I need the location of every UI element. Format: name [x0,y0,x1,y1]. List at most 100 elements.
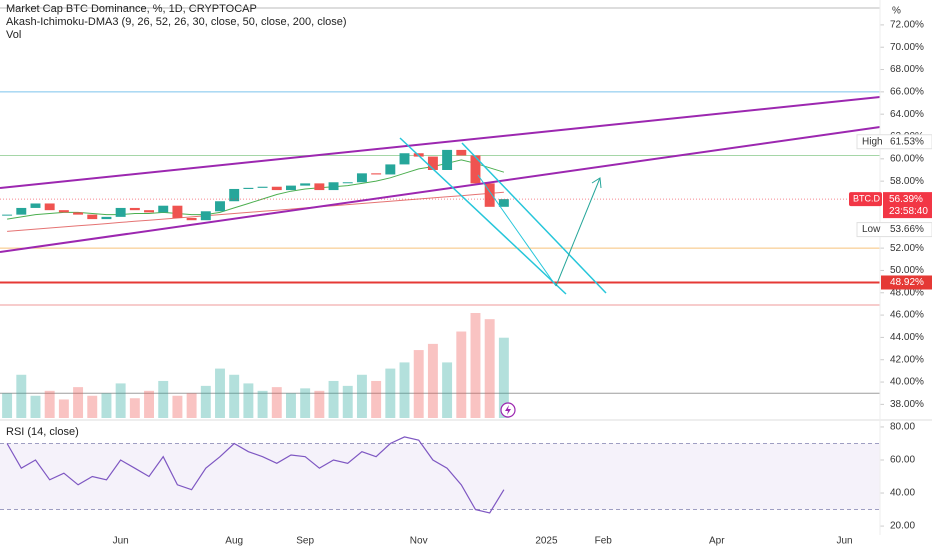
volume-bar [16,374,27,418]
candle [73,212,84,215]
candle [101,216,112,220]
volume-bar [158,380,169,418]
countdown: 23:58:40 [889,206,928,217]
candle [215,201,225,212]
candle [16,207,27,215]
y-tick-label: 20.00 [890,521,915,532]
volume-bar [328,380,339,418]
volume-bar [2,393,13,418]
high-value: 61.53% [890,136,924,147]
candle [300,183,311,186]
y-tick-label: 80.00 [890,422,915,433]
high-label-bg [856,134,932,150]
candle [385,164,396,175]
candle [115,207,126,217]
candle [356,173,367,183]
arrow-head [591,177,602,189]
low-value: 53.66% [890,224,924,235]
volume-bar [87,395,98,418]
volume-bar [172,395,183,418]
candle [484,183,495,207]
volume-bar [144,390,154,418]
x-tick-label: Feb [595,536,613,547]
volume-bar [44,390,55,418]
indicator-title: Akash-Ichimoku-DMA3 (9, 26, 52, 26, 30, … [6,16,347,28]
candle [442,149,453,170]
candle [314,183,325,191]
plot-layer [0,24,884,527]
high-label: High [862,136,883,147]
volume-bar [470,313,481,418]
volume-bar [271,387,282,418]
y-tick-label: 44.00% [890,332,924,343]
volume-title: Vol [6,29,21,41]
volume-bar [101,393,112,418]
low-label: Low [862,224,881,235]
y-tick-label: 52.00% [890,243,924,254]
candle [371,173,382,175]
candle [144,210,154,213]
candle [2,214,13,216]
x-tick-label: Sep [296,536,314,547]
volume-bar [413,350,424,418]
volume-bar [342,385,353,418]
y-tick-label: 72.00% [890,20,924,31]
volume-bar [215,368,225,418]
candle [87,214,98,220]
volume-bar [73,387,84,418]
volume-bar [371,380,382,418]
event-icon-bolt [505,405,511,415]
level-label-bg [881,275,932,290]
candle [129,207,140,211]
volume-bar [58,399,69,418]
volume-bar [399,362,410,418]
volume-bar [200,385,211,418]
volume-bar [243,383,254,418]
candle [257,186,268,188]
volume-bar [257,390,268,418]
volume-bar [314,390,325,418]
y-tick-label: 38.00% [890,399,924,410]
y-tick-label: 40.00% [890,377,924,388]
volume-bar [300,388,311,418]
level-label: 48.92% [890,277,924,288]
volume-bar [442,362,453,418]
volume-bar [385,368,396,418]
projection-line [477,174,557,287]
candle [243,187,254,189]
y-tick-label: 68.00% [890,64,924,75]
volume-bar [186,393,197,418]
candle [498,199,509,207]
y-tick-label: 70.00% [890,42,924,53]
x-tick-label: Jun [836,536,852,547]
y-tick-label: 48.00% [890,287,924,298]
chart-title: Market Cap BTC Dominance, %, 1D, CRYPTOC… [6,3,257,15]
x-tick-label: Nov [410,536,428,547]
volume-bar [30,395,41,418]
y-tick-label: 64.00% [890,109,924,120]
unit-label: % [892,6,901,17]
x-tick-label: Jun [113,536,129,547]
candle [58,210,69,213]
drawings [0,0,932,535]
candle [186,217,197,221]
candle [158,205,169,213]
y-tick-label: 60.00% [890,153,924,164]
last-symbol: BTC.D [853,193,881,203]
candle [172,205,183,218]
rsi-title: RSI (14, close) [6,426,79,438]
y-tick-label: 66.00% [890,86,924,97]
candle [271,186,282,191]
last-value: 56.39% [889,194,923,205]
y-tick-label: 58.00% [890,176,924,187]
candle [427,156,438,170]
candle [200,211,211,221]
volume-bar [115,383,126,418]
trend-line [0,126,881,253]
candle [456,149,467,156]
y-tick-label: 60.00 [890,455,915,466]
channel-line [399,137,567,295]
candle [30,203,41,208]
volume-bar [484,319,495,418]
